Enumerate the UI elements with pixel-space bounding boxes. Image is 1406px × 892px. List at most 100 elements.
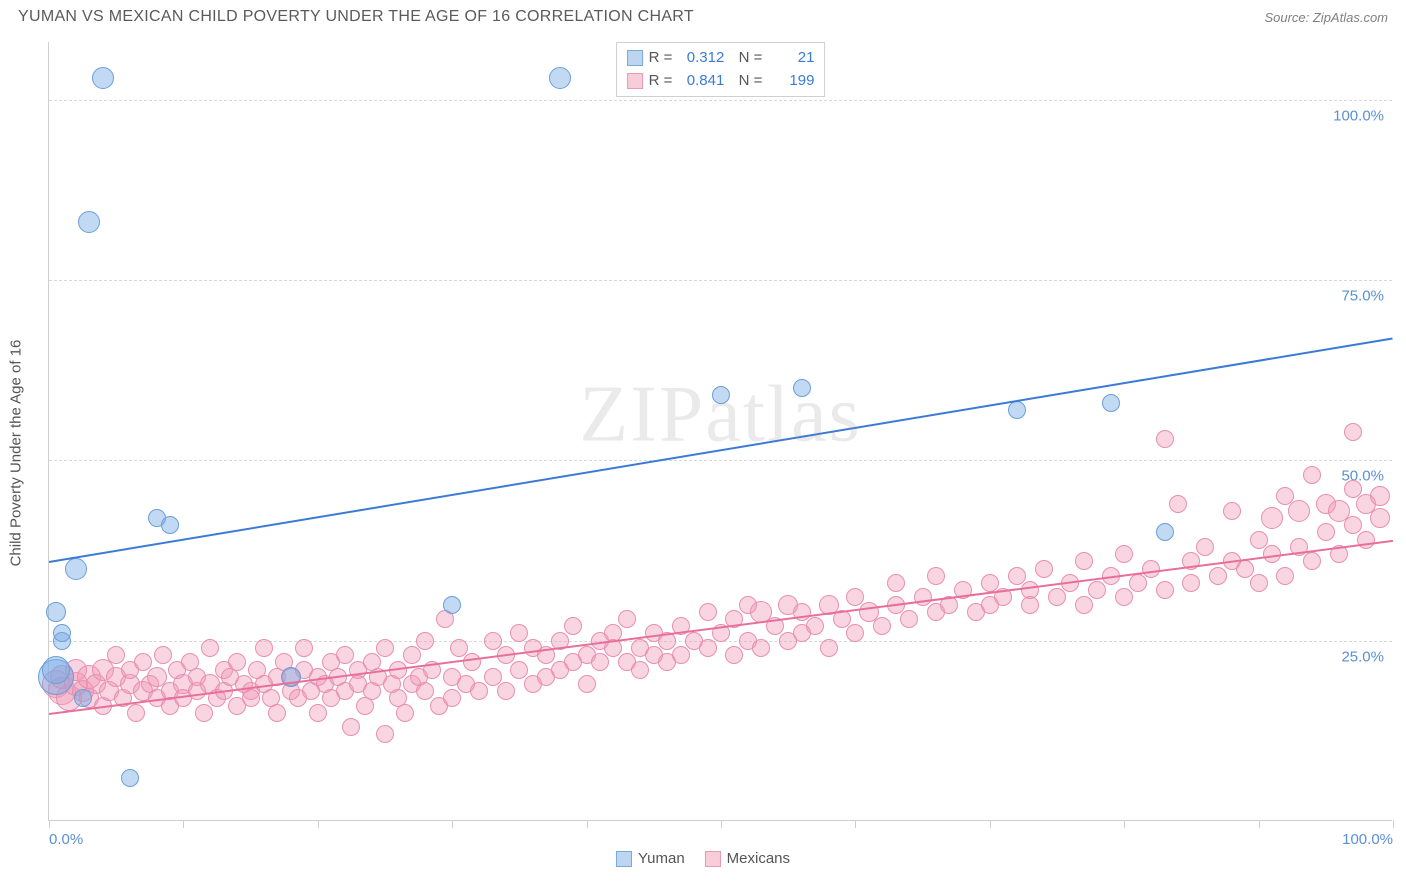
data-point [631, 661, 649, 679]
data-point [981, 574, 999, 592]
data-point [1156, 581, 1174, 599]
data-point [416, 632, 434, 650]
data-point [1223, 502, 1241, 520]
legend-series-name: Mexicans [727, 850, 790, 867]
data-point [846, 624, 864, 642]
data-point [927, 567, 945, 585]
data-point [510, 624, 528, 642]
data-point [1035, 560, 1053, 578]
data-point [92, 67, 114, 89]
x-tick [990, 820, 991, 828]
data-point [74, 689, 92, 707]
data-point [591, 653, 609, 671]
data-point [1344, 516, 1362, 534]
data-point [1250, 531, 1268, 549]
data-point [510, 661, 528, 679]
data-point [1008, 401, 1026, 419]
data-point [255, 639, 273, 657]
trend-line [49, 338, 1393, 564]
data-point [914, 588, 932, 606]
x-tick [183, 820, 184, 828]
data-point [887, 574, 905, 592]
data-point [725, 646, 743, 664]
y-axis-label: Child Poverty Under the Age of 16 [8, 339, 25, 566]
legend-n-value: 199 [768, 70, 814, 93]
data-point [1156, 430, 1174, 448]
data-point [268, 704, 286, 722]
data-point [78, 211, 100, 233]
data-point [1142, 560, 1160, 578]
x-tick [1259, 820, 1260, 828]
data-point [242, 689, 260, 707]
data-point [127, 704, 145, 722]
watermark: ZIPatlas [579, 370, 862, 461]
data-point [1303, 552, 1321, 570]
x-tick [587, 820, 588, 828]
data-point [403, 646, 421, 664]
data-point [1075, 596, 1093, 614]
x-tick-label: 100.0% [1342, 831, 1393, 848]
data-point [342, 718, 360, 736]
data-point [1169, 495, 1187, 513]
data-point [53, 624, 71, 642]
data-point [154, 646, 172, 664]
data-point [376, 725, 394, 743]
x-tick [1393, 820, 1394, 828]
data-point [161, 516, 179, 534]
x-tick [49, 820, 50, 828]
data-point [806, 617, 824, 635]
series-legend: Yuman Mexicans [616, 850, 790, 867]
data-point [1048, 588, 1066, 606]
chart-title: YUMAN VS MEXICAN CHILD POVERTY UNDER THE… [18, 8, 694, 26]
legend-swatch [616, 851, 632, 867]
trend-line [49, 540, 1393, 715]
data-point [1209, 567, 1227, 585]
x-tick [452, 820, 453, 828]
data-point [712, 386, 730, 404]
data-point [484, 668, 502, 686]
y-tick-label: 75.0% [1341, 288, 1384, 305]
data-point [752, 639, 770, 657]
data-point [820, 639, 838, 657]
data-point [195, 704, 213, 722]
data-point [793, 379, 811, 397]
legend-series-name: Yuman [638, 850, 685, 867]
x-tick [721, 820, 722, 828]
data-point [1021, 581, 1039, 599]
legend-r-value: 0.312 [678, 47, 724, 70]
data-point [699, 639, 717, 657]
data-point [1129, 574, 1147, 592]
data-point [463, 653, 481, 671]
data-point [201, 639, 219, 657]
gridline-h [49, 460, 1392, 461]
data-point [228, 653, 246, 671]
data-point [873, 617, 891, 635]
x-tick [318, 820, 319, 828]
legend-r-value: 0.841 [678, 70, 724, 93]
gridline-h [49, 100, 1392, 101]
data-point [1236, 560, 1254, 578]
x-tick-label: 0.0% [49, 831, 83, 848]
data-point [1102, 394, 1120, 412]
plot-region: ZIPatlas R = 0.312 N = 21R = 0.841 N = 1… [48, 42, 1392, 821]
data-point [295, 639, 313, 657]
data-point [107, 646, 125, 664]
legend-n-label: N = [730, 70, 762, 93]
data-point [42, 656, 70, 684]
data-point [1370, 486, 1390, 506]
chart-source: Source: ZipAtlas.com [1264, 10, 1388, 25]
legend-r-label: R = [649, 47, 673, 70]
data-point [1250, 574, 1268, 592]
data-point [450, 639, 468, 657]
data-point [1182, 574, 1200, 592]
data-point [121, 769, 139, 787]
data-point [900, 610, 918, 628]
y-tick-label: 25.0% [1341, 648, 1384, 665]
legend-swatch [705, 851, 721, 867]
chart-area: Child Poverty Under the Age of 16 ZIPatl… [0, 30, 1406, 875]
data-point [1156, 523, 1174, 541]
data-point [1115, 545, 1133, 563]
data-point [1261, 507, 1283, 529]
legend-row: R = 0.841 N = 199 [627, 70, 815, 93]
data-point [443, 596, 461, 614]
